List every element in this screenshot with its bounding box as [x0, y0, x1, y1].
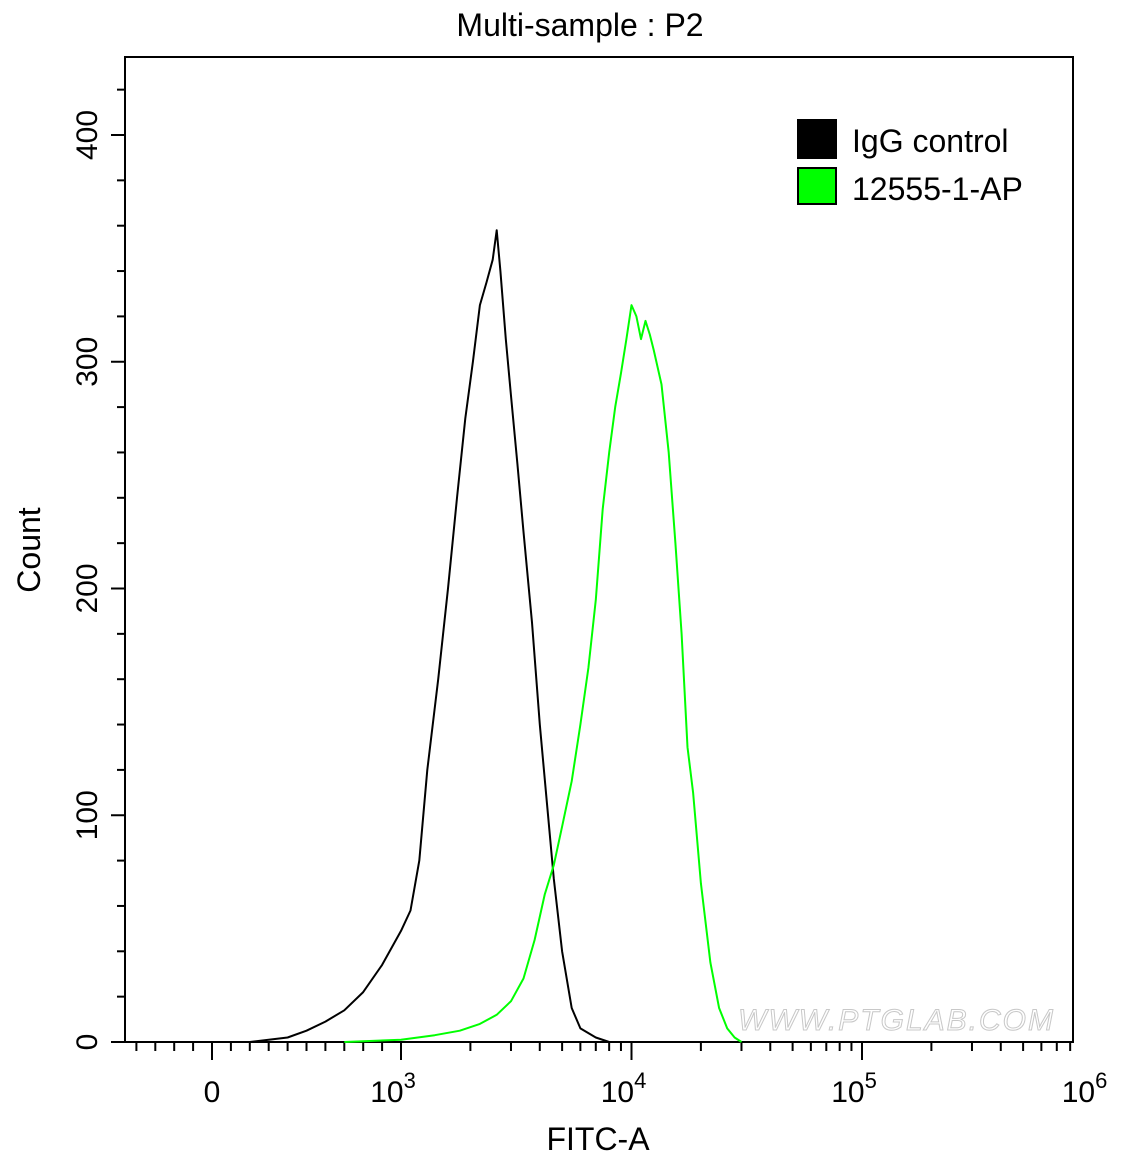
series-line-igg-control: [212, 229, 610, 1043]
y-axis-label: Count: [11, 507, 47, 593]
x-tick-label: 0: [204, 1076, 221, 1109]
y-tick-label: 300: [71, 337, 104, 387]
watermark: WWW.PTGLAB.COM: [738, 1004, 1055, 1037]
y-tick-label: 0: [71, 1034, 104, 1051]
y-tick-label: 100: [71, 790, 104, 840]
legend: IgG control 12555-1-AP: [797, 119, 1023, 207]
legend-swatch-12555-1-ap: [797, 167, 837, 205]
chart-title: Multi-sample : P2: [456, 7, 703, 43]
x-axis-label: FITC-A: [546, 1121, 650, 1157]
y-tick-label: 200: [71, 563, 104, 613]
plot-frame: [124, 56, 1074, 1043]
x-tick-label: 105: [831, 1068, 877, 1109]
legend-label-12555-1-ap: 12555-1-AP: [852, 171, 1023, 207]
x-tick-label: 106: [1062, 1068, 1108, 1109]
x-tick-label: 103: [370, 1068, 416, 1109]
x-tick-label: 104: [601, 1068, 647, 1109]
series-layer: [212, 229, 743, 1043]
legend-label-igg-control: IgG control: [852, 123, 1009, 159]
x-axis: 0 103 104 105 106: [135, 1042, 1108, 1109]
series-line-12555-1-ap: [344, 304, 743, 1043]
legend-swatch-igg-control: [797, 119, 837, 159]
y-axis: 0 100 200 300 400: [71, 88, 125, 1051]
y-tick-label: 400: [71, 110, 104, 160]
